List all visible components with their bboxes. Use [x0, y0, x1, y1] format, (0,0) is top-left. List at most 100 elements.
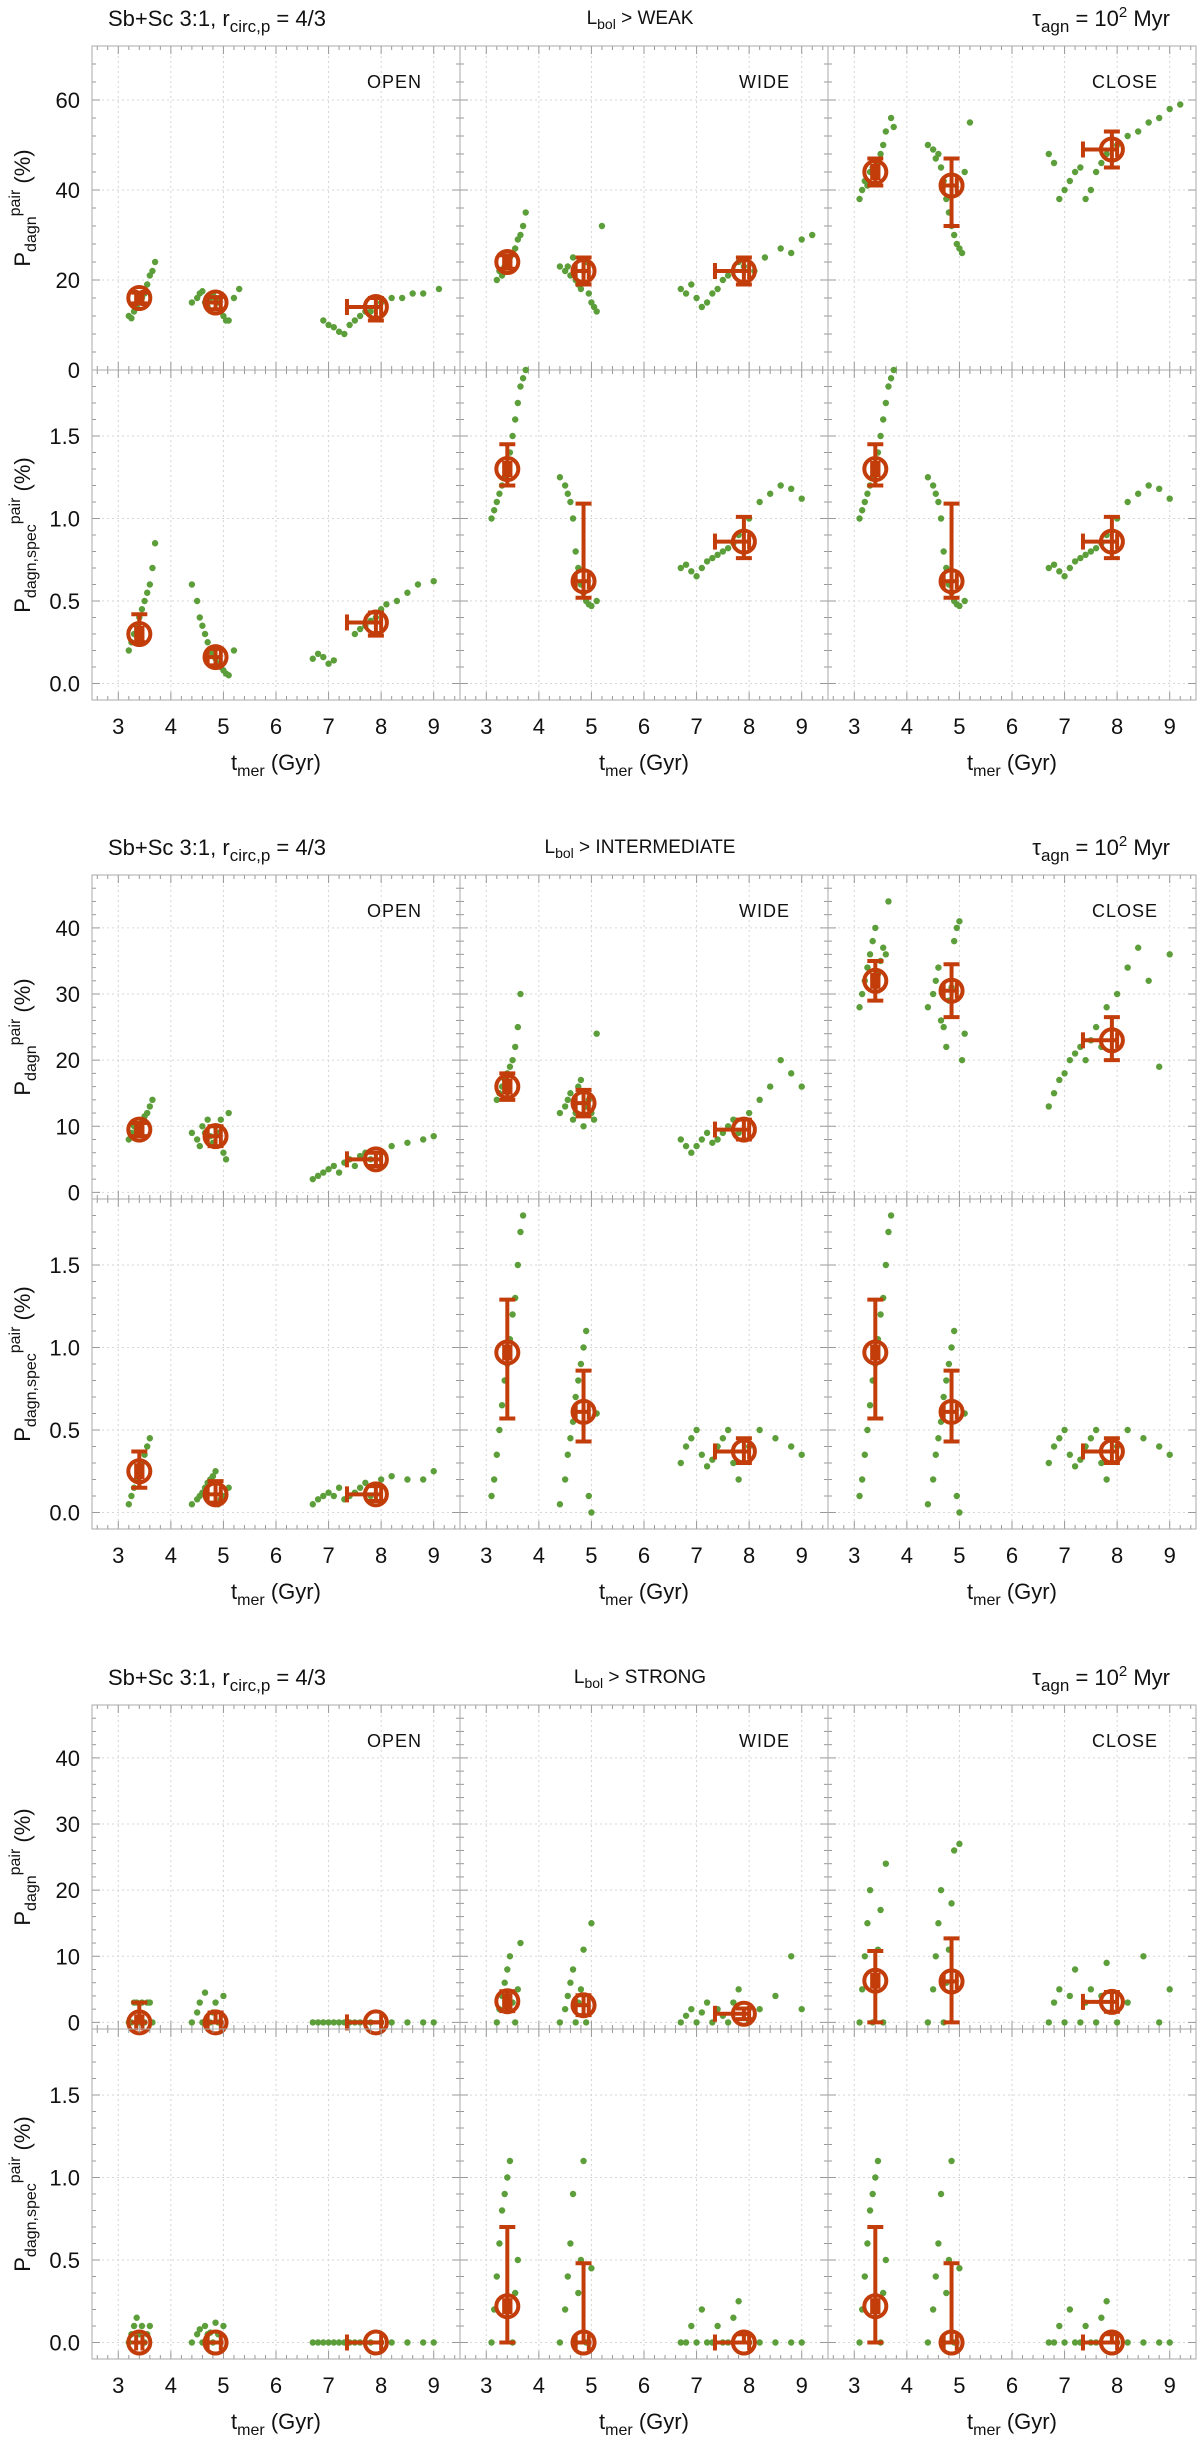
scatter-point — [777, 1056, 784, 1064]
scatter-point — [567, 1090, 574, 1097]
scatter-point — [564, 1096, 571, 1104]
scatter-point — [517, 1228, 524, 1236]
scatter-point — [490, 507, 498, 514]
scatter-point — [730, 1999, 737, 2006]
scatter-point — [325, 1166, 332, 1173]
median-marker — [862, 456, 889, 482]
ylabel-row-2: Pdagn,specpair (%) — [7, 457, 40, 613]
median-marker — [570, 2329, 597, 2356]
y-tick-label: 30 — [56, 982, 80, 1007]
median-marker — [570, 568, 597, 595]
scatter-point — [138, 2322, 146, 2330]
scatter-point — [309, 2339, 316, 2346]
scatter-point — [677, 1136, 684, 1143]
y-tick-label: 0 — [68, 1180, 80, 1205]
median-marker — [126, 2329, 153, 2356]
scatter-point — [943, 1043, 950, 1051]
scatter-point — [719, 548, 727, 555]
x-tick-label: 5 — [953, 714, 965, 739]
scatter-point — [698, 2009, 706, 2016]
scatter-point — [522, 209, 529, 216]
median-marker — [1098, 1988, 1125, 2015]
scatter-point — [932, 2273, 939, 2280]
scatter-point — [517, 990, 524, 998]
scatter-point — [1061, 1426, 1068, 1434]
x-tick-label: 4 — [165, 1543, 177, 1568]
scatter-point — [335, 2019, 343, 2026]
scatter-point — [1092, 2019, 1100, 2026]
scatter-point — [201, 630, 209, 638]
y-tick-label: 0.0 — [49, 1501, 80, 1526]
scatter-point — [149, 267, 156, 275]
scatter-point — [320, 1169, 327, 1176]
scatter-point — [488, 515, 495, 522]
title-center: Lbol > WEAK — [587, 8, 694, 32]
scatter-point — [882, 128, 890, 135]
scatter-point — [1077, 2019, 1084, 2026]
scatter-point — [517, 231, 524, 239]
scatter-point — [517, 383, 524, 390]
scatter-point — [756, 1096, 763, 1104]
scatter-point — [430, 2019, 437, 2026]
scatter-point — [1145, 482, 1152, 489]
scatter-point — [141, 597, 148, 605]
scatter-point — [493, 276, 500, 284]
scatter-point — [351, 630, 359, 638]
scatter-point — [577, 1076, 585, 1084]
scatter-point — [929, 990, 937, 998]
x-tick-label: 9 — [428, 2373, 440, 2398]
scatter-point — [703, 2339, 711, 2346]
scatter-point — [880, 2289, 887, 2297]
x-tick-label: 6 — [270, 714, 282, 739]
x-tick-label: 6 — [1006, 1543, 1018, 1568]
scatter-point — [698, 303, 706, 311]
scatter-point — [1156, 114, 1163, 122]
scatter-point — [924, 141, 932, 149]
scatter-point — [932, 977, 939, 984]
x-tick-label: 5 — [585, 2373, 597, 2398]
scatter-point — [1087, 186, 1095, 194]
scatter-point — [798, 495, 805, 502]
scatter-point — [490, 1476, 498, 1483]
scatter-point — [569, 1116, 577, 1123]
x-tick-label: 4 — [533, 2373, 545, 2398]
panel-wide-row-1: WIDE — [459, 874, 829, 1200]
y-tick-label: 40 — [56, 1746, 80, 1771]
scatter-point — [320, 2339, 327, 2346]
scatter-point — [356, 1484, 364, 1491]
scatter-point — [220, 2322, 227, 2330]
scatter-point — [882, 1860, 890, 1867]
scatter-point — [788, 249, 795, 257]
scatter-point — [1045, 564, 1053, 572]
scatter-point — [688, 568, 695, 575]
scatter-point — [877, 432, 884, 440]
scatter-point — [314, 1496, 322, 1503]
scatter-point — [719, 1435, 727, 1442]
scatter-point — [430, 2339, 437, 2346]
y-tick-label: 0.5 — [49, 2248, 80, 2273]
scatter-point — [498, 2207, 506, 2214]
scatter-point — [887, 1212, 895, 1219]
scatter-point — [577, 1986, 585, 1993]
median-marker — [1098, 1438, 1125, 1465]
scatter-point — [561, 1103, 569, 1110]
scatter-point — [514, 1986, 522, 1993]
scatter-point — [756, 2005, 763, 2013]
scatter-point — [320, 2019, 327, 2026]
x-tick-label: 7 — [1058, 1543, 1070, 1568]
x-tick-label: 6 — [638, 2373, 650, 2398]
scatter-point — [1092, 1426, 1100, 1434]
scatter-point — [430, 578, 437, 585]
ylabel-text: Pdagnpair (%) — [7, 1808, 40, 1925]
scatter-point — [504, 2174, 511, 2181]
scatter-point — [193, 2009, 201, 2016]
scatter-point — [730, 1459, 737, 1467]
scatter-point — [1166, 1451, 1173, 1458]
scatter-point — [330, 1162, 338, 1170]
xlabel: tmer (Gyr) — [231, 1579, 321, 1609]
scatter-point — [788, 2339, 795, 2346]
scatter-point — [564, 263, 571, 270]
x-tick-label: 4 — [165, 2373, 177, 2398]
scatter-point — [864, 1920, 871, 1927]
scatter-point — [588, 2265, 595, 2272]
